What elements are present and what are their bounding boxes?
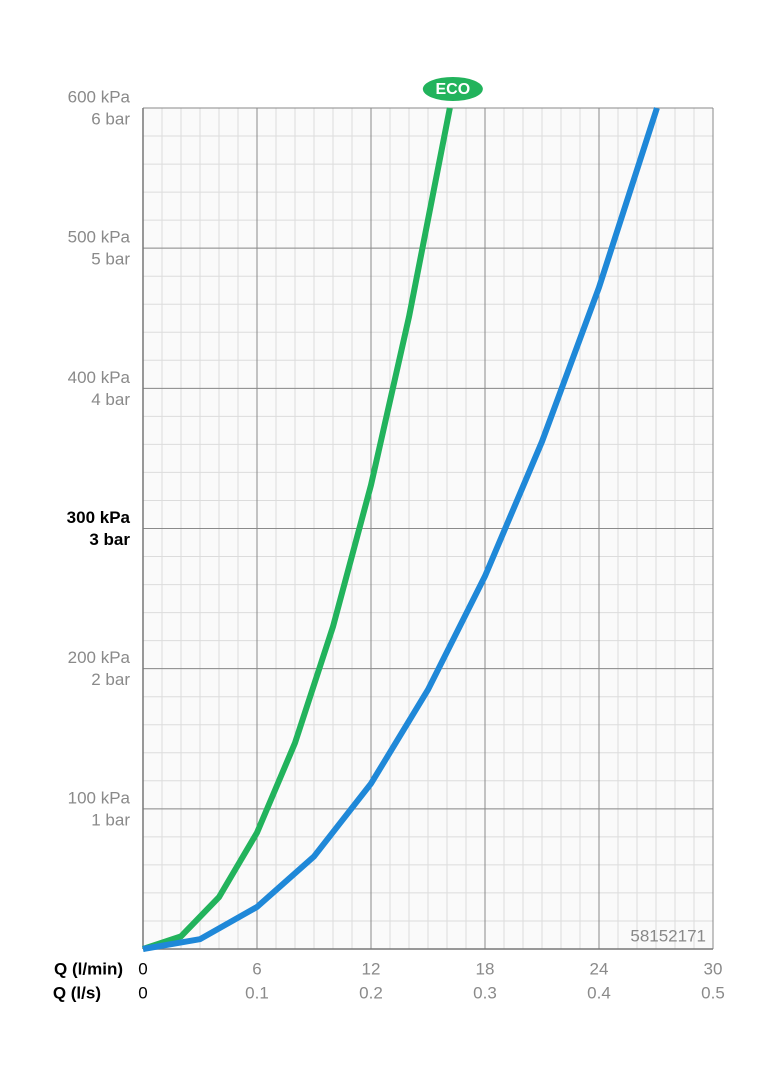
y-tick-label: 500 kPa (68, 228, 131, 247)
x2-tick-label: 0.2 (359, 983, 383, 1002)
y-tick-label: 200 kPa (68, 648, 131, 667)
y2-tick-label: 6 bar (91, 109, 130, 128)
legend-label: ECO (436, 81, 471, 98)
x-axis-title: Q (l/min) (54, 959, 123, 978)
x2-tick-label: 0 (138, 983, 147, 1002)
y-tick-label: 100 kPa (68, 788, 131, 807)
y2-tick-label: 5 bar (91, 250, 130, 269)
x2-tick-label: 0.3 (473, 983, 497, 1002)
line (142, 107, 453, 952)
legend-badge (422, 77, 483, 101)
y2-tick-label: 2 bar (91, 670, 130, 689)
y-tick-label: 600 kPa (68, 87, 131, 106)
annotation: 58152171 (630, 926, 706, 945)
y-tick-label: 300 kPa (67, 508, 131, 527)
y-tick-label: 400 kPa (68, 368, 131, 387)
x-tick-label: 12 (362, 959, 381, 978)
x-tick-label: 18 (476, 959, 495, 978)
x-tick-label: 0 (138, 959, 147, 978)
y2-tick-label: 3 bar (89, 530, 130, 549)
x-tick-label: 6 (252, 959, 261, 978)
y2-tick-label: 1 bar (91, 810, 130, 829)
x2-tick-label: 0.5 (701, 983, 725, 1002)
x-tick-label: 30 (704, 959, 723, 978)
line (142, 107, 660, 952)
x2-tick-label: 0.4 (587, 983, 611, 1002)
x2-tick-label: 0.1 (245, 983, 269, 1002)
x2-axis-title: Q (l/s) (53, 983, 101, 1002)
y2-tick-label: 4 bar (91, 390, 130, 409)
x-tick-label: 24 (590, 959, 609, 978)
